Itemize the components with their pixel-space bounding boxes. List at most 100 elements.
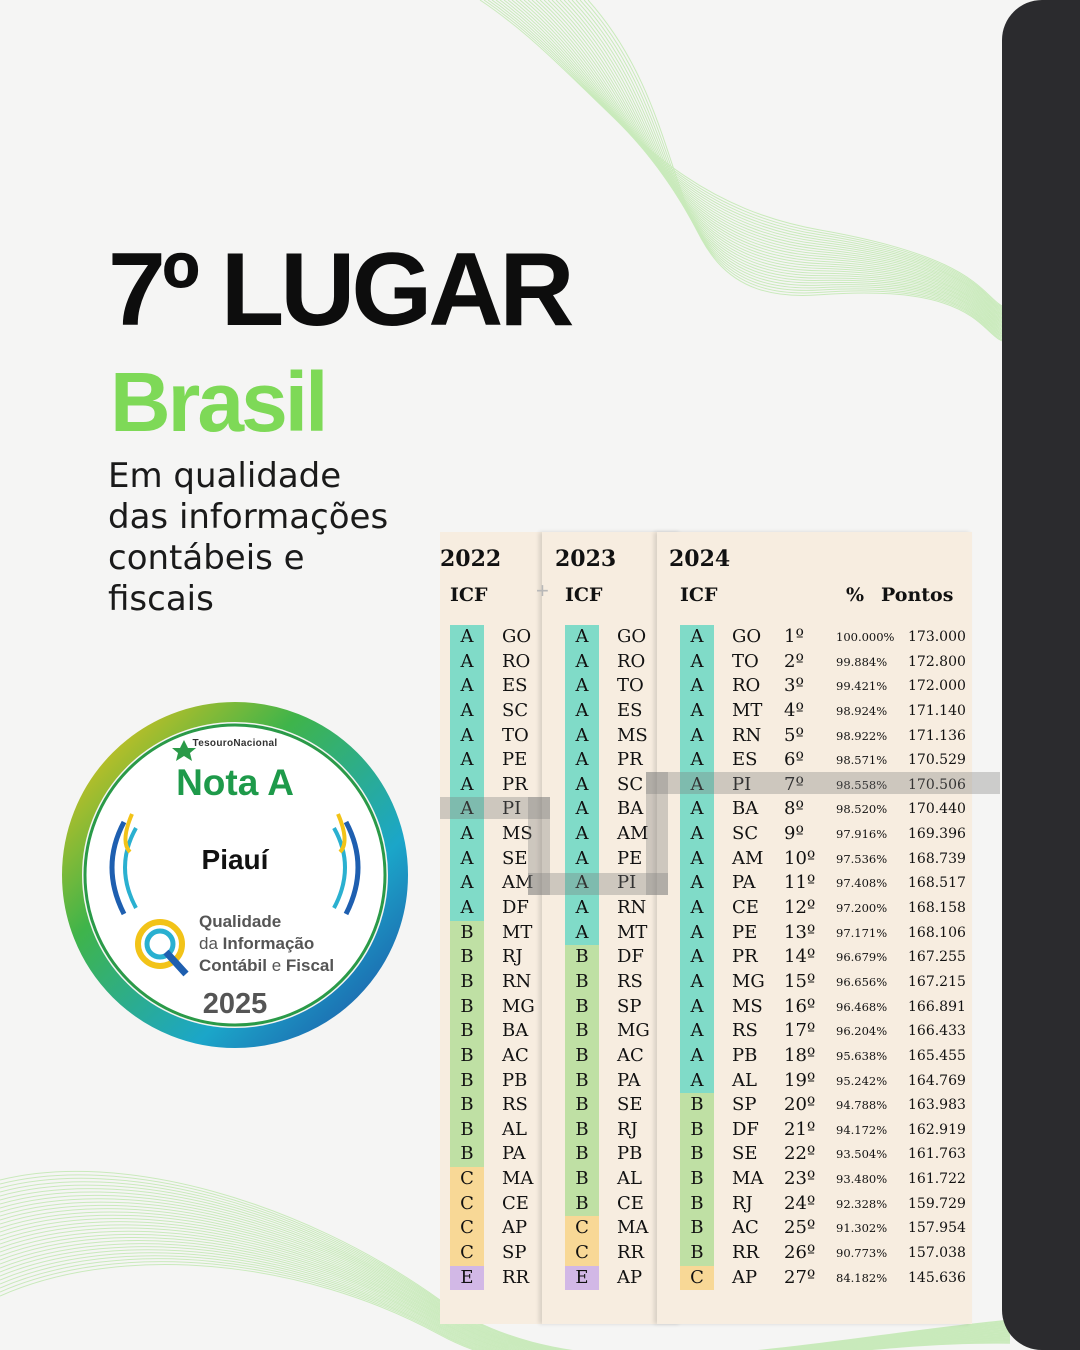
tesouro-star-icon <box>172 740 196 761</box>
state-cell: PI <box>732 773 752 795</box>
state-cell: RN <box>617 897 647 919</box>
points-header: Pontos <box>881 584 954 606</box>
state-cell: CE <box>732 897 759 919</box>
table-row: A PA 11º 97.408% 168.517 <box>680 871 966 897</box>
table-row: B PA <box>450 1142 525 1168</box>
points-cell: 163.983 <box>908 1097 966 1114</box>
state-cell: PR <box>502 773 528 795</box>
subheadline: Brasil <box>110 355 328 449</box>
table-row: A MG 15º 96.656% 167.215 <box>680 969 966 995</box>
points-cell: 171.140 <box>908 702 966 719</box>
points-cell: 167.255 <box>908 949 966 966</box>
grade-cell: A <box>680 871 714 897</box>
grade-cell: B <box>450 1043 484 1069</box>
grade-cell: B <box>450 920 484 946</box>
state-cell: RS <box>502 1094 528 1116</box>
table-row: C CE <box>450 1191 529 1217</box>
grade-cell: B <box>450 945 484 970</box>
table-row: A AM <box>450 871 533 897</box>
table-row: B MT <box>450 920 532 946</box>
grade-cell: B <box>680 1117 714 1143</box>
percent-cell: 98.558% <box>836 777 888 792</box>
points-cell: 145.636 <box>908 1269 966 1286</box>
state-cell: PR <box>732 946 758 968</box>
state-cell: MS <box>732 995 763 1017</box>
wave-line <box>527 0 1011 325</box>
percent-cell: 93.480% <box>836 1172 888 1187</box>
table-row: A PE 13º 97.171% 168.106 <box>680 920 966 946</box>
description-line: contábeis e <box>108 538 305 578</box>
grade-cell: A <box>565 748 599 773</box>
program-word: Informação <box>222 934 315 953</box>
wave-line <box>0 1258 1011 1350</box>
percent-cell: 98.924% <box>836 703 888 718</box>
table-2024: A GO 1º 100.000% 173.000 A TO 2º 99.884% 172.800 A… <box>680 625 966 1291</box>
table-row: C AP 27º 84.182% 145.636 <box>680 1265 966 1291</box>
points-cell: 168.158 <box>908 900 966 917</box>
state-cell: RJ <box>617 1118 638 1140</box>
state-cell: RS <box>617 970 643 992</box>
state-cell: PI <box>617 872 637 894</box>
grade-cell: B <box>450 1068 484 1094</box>
grade-cell: B <box>565 1068 599 1094</box>
wave-line <box>0 1249 1011 1350</box>
state-cell: AM <box>617 823 649 845</box>
state-cell: GO <box>617 626 647 647</box>
wave-line <box>503 0 1011 318</box>
wave-line <box>559 0 1011 335</box>
grade-cell: C <box>450 1241 484 1266</box>
state-cell: SC <box>502 699 529 721</box>
grade-cell: A <box>450 896 484 921</box>
percent-cell: 97.200% <box>836 901 888 916</box>
table-row: B RJ <box>565 1117 638 1143</box>
state-cell: DF <box>617 946 644 968</box>
state-cell: AP <box>617 1266 643 1288</box>
percent-cell: 97.171% <box>836 925 888 940</box>
state-cell: TO <box>732 650 759 672</box>
piaui-highlight-connector <box>646 772 668 895</box>
grade-cell: A <box>680 649 714 675</box>
wave-line <box>571 0 1011 339</box>
percent-cell: 92.328% <box>836 1196 888 1211</box>
points-cell: 159.729 <box>908 1195 966 1212</box>
state-cell: RO <box>732 675 761 697</box>
table-row: A PB 18º 95.638% 165.455 <box>680 1043 966 1069</box>
rank-cell: 11º <box>784 872 816 894</box>
wave-line <box>0 1240 1011 1350</box>
table-row: A TO <box>450 723 529 749</box>
grade-cell: A <box>680 625 714 650</box>
state-cell: PE <box>732 921 758 943</box>
grade-cell: A <box>450 748 484 773</box>
grade-cell: A <box>680 748 714 773</box>
state-cell: RN <box>732 724 762 746</box>
icf-header-2022: ICF <box>450 584 488 606</box>
percent-cell: 96.204% <box>836 1024 888 1039</box>
state-cell: RO <box>502 650 531 672</box>
percent-header: % <box>846 584 865 606</box>
wave-line <box>0 1243 1011 1350</box>
state-cell: AM <box>732 847 764 869</box>
program-word: da <box>199 934 223 953</box>
state-cell: MA <box>617 1217 649 1239</box>
wave-line <box>567 0 1011 337</box>
percent-cell: 97.916% <box>836 827 888 842</box>
points-cell: 162.919 <box>908 1121 966 1138</box>
wave-line <box>0 1230 1011 1350</box>
table-row: A PR <box>565 748 643 773</box>
percent-cell: 97.536% <box>836 851 888 866</box>
table-row: B BA <box>450 1019 528 1044</box>
grade-cell: A <box>450 698 484 724</box>
points-cell: 170.506 <box>908 776 966 793</box>
grade-cell: C <box>450 1167 484 1192</box>
wave-line <box>579 0 1011 341</box>
state-cell: MA <box>502 1168 534 1190</box>
piaui-highlight-2023 <box>528 873 668 895</box>
state-cell: AP <box>732 1266 758 1288</box>
grade-cell: C <box>450 1191 484 1217</box>
wave-line <box>511 0 1011 321</box>
rank-cell: 4º <box>784 699 804 721</box>
rank-cell: 26º <box>784 1242 816 1264</box>
percent-cell: 98.922% <box>836 728 888 743</box>
grade-cell: B <box>680 1093 714 1118</box>
table-row: A MT <box>565 920 647 946</box>
